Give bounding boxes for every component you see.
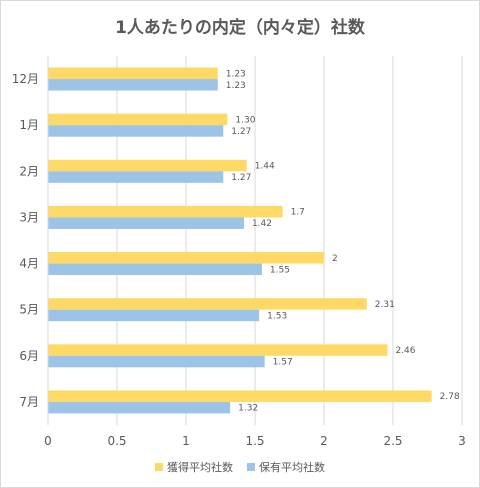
- y-tick-label: 1月: [19, 118, 39, 132]
- y-tick-label: 6月: [19, 349, 39, 363]
- data-label: 2: [332, 254, 338, 264]
- bar-series-1: [48, 159, 247, 172]
- data-label: 2.46: [395, 346, 415, 356]
- y-tick-label: 3月: [19, 210, 39, 224]
- x-tick-label: 1: [182, 434, 190, 448]
- bar-series-1: [48, 344, 388, 356]
- data-label: 1.27: [231, 173, 251, 183]
- y-tick-label: 7月: [19, 395, 39, 409]
- data-label: 1.23: [226, 81, 246, 91]
- x-tick-label: 0: [44, 434, 52, 448]
- bar-series-1: [48, 390, 432, 402]
- y-tick-label: 5月: [19, 303, 39, 317]
- bar-series-2: [48, 263, 262, 276]
- bar-series-2: [48, 309, 260, 322]
- legend-label-series-1: 獲得平均社数: [167, 461, 233, 474]
- y-tick-label: 2月: [19, 164, 39, 178]
- legend-label-series-2: 保有平均社数: [259, 461, 325, 474]
- x-tick-label: 1.5: [245, 434, 264, 448]
- bar-series-2: [48, 401, 231, 414]
- x-tick-label: 0.5: [107, 434, 126, 448]
- bar-series-2: [48, 79, 218, 91]
- chart-title: 1人あたりの内定（内々定）社数: [115, 18, 365, 38]
- bar-series-1: [48, 205, 283, 218]
- x-tick-label: 3: [458, 434, 466, 448]
- bar-series-1: [48, 113, 228, 126]
- data-label: 1.44: [255, 162, 275, 172]
- data-label: 1.57: [273, 358, 293, 368]
- legend-item-series-2: 保有平均社数: [247, 459, 325, 475]
- bar-series-2: [48, 355, 265, 368]
- data-label: 1.27: [231, 127, 251, 137]
- data-label: 2.31: [375, 300, 395, 310]
- y-tick-label: 4月: [19, 257, 39, 271]
- legend-item-series-1: 獲得平均社数: [155, 459, 233, 475]
- data-label: 1.42: [252, 219, 272, 229]
- data-label: 1.32: [238, 404, 258, 414]
- bar-series-1: [48, 67, 218, 80]
- bar-series-1: [48, 298, 367, 310]
- data-label: 1.55: [270, 265, 290, 275]
- x-tick-label: 2.5: [383, 434, 402, 448]
- data-label: 1.30: [235, 115, 255, 125]
- bar-series-2: [48, 171, 224, 183]
- x-tick-label: 2: [320, 434, 328, 448]
- data-label: 1.7: [291, 208, 305, 218]
- legend: 獲得平均社数 保有平均社数: [1, 459, 479, 475]
- data-label: 2.78: [440, 392, 460, 402]
- y-tick-label: 12月: [12, 72, 39, 86]
- data-label: 1.23: [226, 69, 246, 79]
- legend-swatch-series-2: [247, 463, 255, 471]
- bar-series-1: [48, 252, 324, 264]
- bar-series-2: [48, 125, 224, 137]
- data-label: 1.53: [267, 311, 287, 321]
- legend-swatch-series-1: [155, 463, 163, 471]
- bar-series-2: [48, 217, 244, 229]
